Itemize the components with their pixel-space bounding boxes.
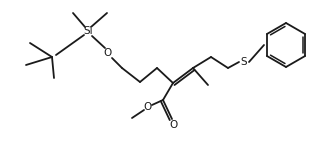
Text: O: O	[144, 102, 152, 112]
Text: O: O	[104, 48, 112, 58]
Text: O: O	[169, 120, 177, 130]
Text: Si: Si	[83, 26, 93, 36]
Text: S: S	[241, 57, 247, 67]
